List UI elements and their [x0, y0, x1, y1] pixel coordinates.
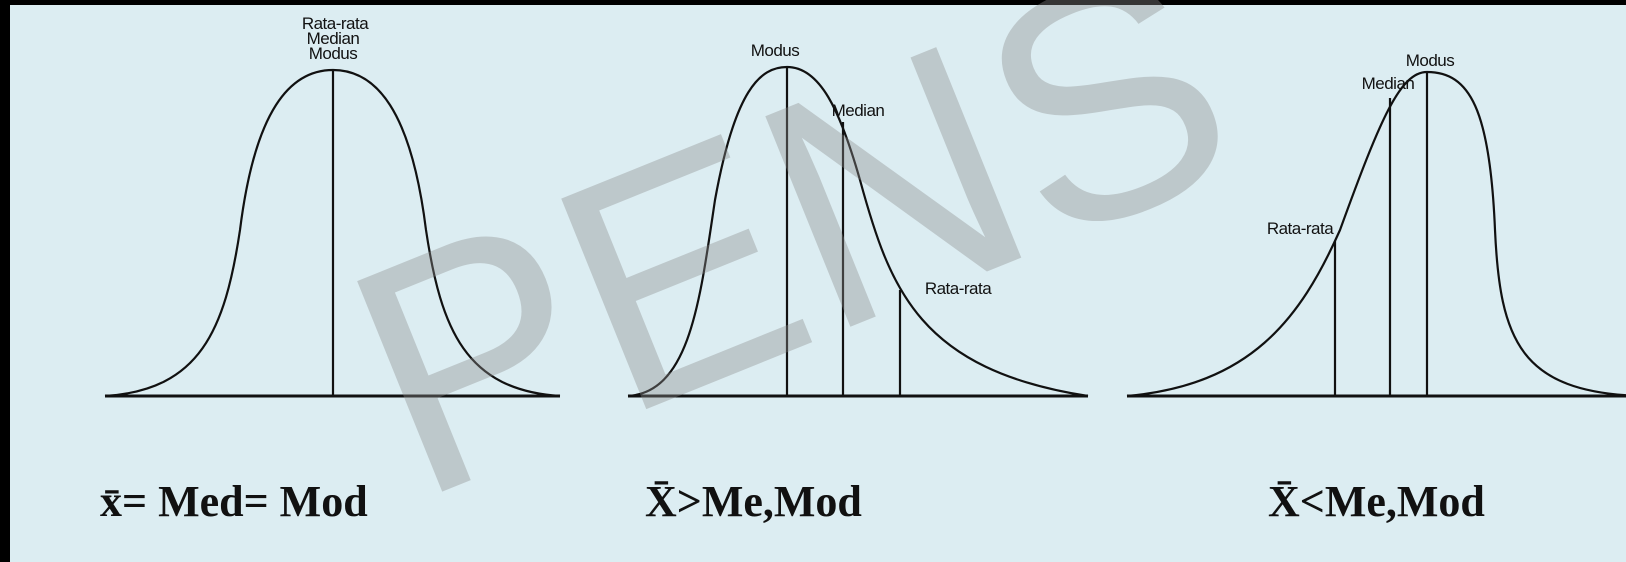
label: Modus — [751, 41, 800, 60]
formula: X̄>Me,Mod — [645, 477, 862, 526]
formula: x̄= Med= Mod — [100, 477, 368, 526]
label: Modus — [1406, 51, 1455, 70]
label: Rata-rata — [302, 14, 369, 33]
label: Median — [1362, 74, 1415, 93]
label: Median — [307, 29, 360, 48]
curve — [627, 65, 1089, 398]
label: Rata-rata — [925, 279, 992, 298]
label: Rata-rata — [1267, 219, 1334, 238]
label: Modus — [309, 44, 358, 63]
formula: X̄<Me,Mod — [1268, 477, 1485, 526]
label: Median — [832, 101, 885, 120]
background — [10, 5, 1626, 562]
